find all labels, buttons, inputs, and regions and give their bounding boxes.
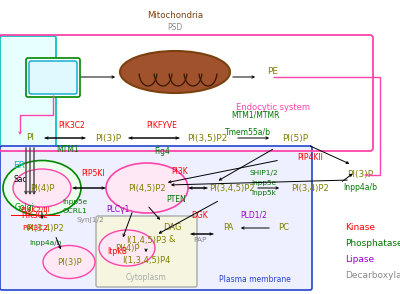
Text: Sac: Sac — [13, 176, 27, 185]
Ellipse shape — [3, 161, 81, 216]
FancyBboxPatch shape — [0, 146, 312, 290]
Text: PE: PE — [268, 68, 278, 76]
Text: PI(3)P: PI(3)P — [347, 171, 373, 180]
Text: Mitochondria: Mitochondria — [147, 11, 203, 19]
FancyBboxPatch shape — [96, 216, 197, 287]
Text: PIK3C2: PIK3C2 — [22, 211, 48, 220]
Text: PLCγ1: PLCγ1 — [106, 206, 130, 215]
Text: Golgi: Golgi — [15, 203, 35, 211]
Ellipse shape — [120, 51, 230, 93]
Text: I(1,3,4,5)P4: I(1,3,4,5)P4 — [122, 255, 170, 265]
Text: PI(3,5)P2: PI(3,5)P2 — [187, 133, 227, 143]
Text: Tmem55a/b: Tmem55a/b — [225, 128, 271, 136]
Ellipse shape — [13, 169, 71, 207]
Ellipse shape — [106, 163, 188, 213]
Text: Phosphatase: Phosphatase — [345, 240, 400, 248]
Text: Plasma membrane: Plasma membrane — [219, 275, 291, 285]
Text: MTM1: MTM1 — [57, 146, 79, 155]
Ellipse shape — [43, 245, 95, 278]
Text: I(1,4,5)P3: I(1,4,5)P3 — [126, 235, 166, 245]
Text: PAP: PAP — [193, 237, 207, 243]
Text: PI(3,4)P2: PI(3,4)P2 — [291, 183, 329, 193]
Text: Endocytic system: Endocytic system — [236, 103, 310, 113]
FancyBboxPatch shape — [29, 61, 77, 94]
Text: Cytoplasm: Cytoplasm — [126, 273, 166, 283]
Text: Fig4: Fig4 — [154, 148, 170, 156]
Text: OCRL1: OCRL1 — [63, 208, 87, 214]
Text: PI(3,4,5)P2: PI(3,4,5)P2 — [209, 183, 255, 193]
Text: PS: PS — [46, 72, 60, 82]
Text: Lipase: Lipase — [345, 255, 374, 265]
Text: Inpp4a/b: Inpp4a/b — [343, 183, 377, 193]
Text: PIK3C2: PIK3C2 — [59, 121, 85, 129]
Text: Inpp5k: Inpp5k — [252, 190, 276, 196]
Text: PI: PI — [26, 133, 34, 143]
Ellipse shape — [99, 230, 155, 266]
Text: DAG: DAG — [163, 223, 181, 233]
Text: Decarboxylase: Decarboxylase — [345, 271, 400, 280]
Text: PC: PC — [278, 223, 290, 233]
Text: PI(4,5)P2: PI(4,5)P2 — [128, 183, 166, 193]
Text: PI(3,4)P2: PI(3,4)P2 — [26, 223, 64, 233]
Text: PI(4)P: PI(4)P — [115, 243, 139, 253]
Text: PIP4KII: PIP4KII — [297, 153, 323, 163]
Text: SHIP1/2: SHIP1/2 — [250, 170, 278, 176]
Text: PA: PA — [223, 223, 233, 233]
Text: PI(5)P: PI(5)P — [282, 133, 308, 143]
Text: Kinase: Kinase — [345, 223, 375, 233]
Text: SynJ1/2: SynJ1/2 — [76, 217, 104, 223]
FancyBboxPatch shape — [26, 58, 80, 97]
Text: Inpp4a/b: Inpp4a/b — [29, 240, 61, 246]
Text: PI4K2/III: PI4K2/III — [20, 207, 50, 213]
Text: Inpp5e: Inpp5e — [252, 180, 276, 186]
Text: PTEN: PTEN — [166, 196, 186, 205]
Text: MTM1/MTMR: MTM1/MTMR — [231, 111, 279, 119]
Text: ItpkB: ItpkB — [107, 248, 127, 256]
Text: Inpp5e: Inpp5e — [62, 199, 88, 205]
FancyBboxPatch shape — [0, 36, 56, 240]
Text: PI(3)P: PI(3)P — [57, 258, 81, 266]
Text: PIK3C2: PIK3C2 — [22, 225, 48, 231]
Text: PSD: PSD — [167, 23, 183, 31]
Text: PI(3)P: PI(3)P — [95, 133, 121, 143]
Text: ER: ER — [13, 161, 25, 170]
Text: DGK: DGK — [192, 211, 208, 220]
Text: PLD1/2: PLD1/2 — [240, 211, 268, 220]
Text: PI(4)P: PI(4)P — [30, 183, 54, 193]
Text: PIP5KI: PIP5KI — [81, 168, 105, 178]
Text: &: & — [169, 235, 175, 245]
Text: PIKFYVE: PIKFYVE — [146, 121, 178, 129]
Text: PI3K: PI3K — [172, 168, 188, 176]
